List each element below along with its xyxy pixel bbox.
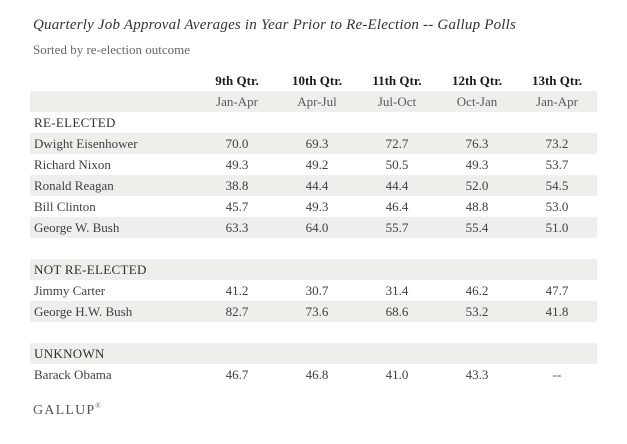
approval-value: 43.3 — [465, 367, 489, 382]
column-subheader-row: Jan-Apr Apr-Jul Jul-Oct Oct-Jan Jan-Apr — [30, 91, 597, 112]
section-spacer-row — [30, 238, 597, 259]
column-subheader: Jan-Apr — [536, 94, 578, 109]
table-row: Bill Clinton 45.7 49.3 46.4 48.8 53.0 — [30, 196, 597, 217]
approval-value: 46.8 — [305, 367, 329, 382]
table-row: George H.W. Bush 82.7 73.6 68.6 53.2 41.8 — [30, 301, 597, 322]
empty-cell — [517, 343, 597, 364]
president-name: Bill Clinton — [34, 199, 96, 214]
empty-cell — [437, 259, 517, 280]
section-header-row: NOT RE-ELECTED — [30, 259, 597, 280]
empty-cell — [197, 112, 277, 133]
approval-value: 49.3 — [225, 157, 249, 172]
president-name: Barack Obama — [34, 367, 112, 382]
registered-trademark-icon: ® — [95, 402, 101, 410]
approval-table: 9th Qtr. 10th Qtr. 11th Qtr. 12th Qtr. 13th … — [30, 70, 597, 385]
president-name: George W. Bush — [34, 220, 120, 235]
section-label: UNKNOWN — [34, 346, 105, 361]
empty-cell — [277, 343, 357, 364]
approval-value: 55.4 — [465, 220, 489, 235]
approval-value: 54.5 — [545, 178, 569, 193]
approval-value: 73.2 — [545, 136, 569, 151]
approval-value: 49.3 — [465, 157, 489, 172]
table-row: Jimmy Carter 41.2 30.7 31.4 46.2 47.7 — [30, 280, 597, 301]
column-subheader: Jan-Apr — [216, 94, 258, 109]
approval-value: 46.4 — [385, 199, 409, 214]
empty-cell — [437, 112, 517, 133]
president-name: Jimmy Carter — [34, 283, 106, 298]
column-header: 9th Qtr. — [215, 73, 259, 88]
president-name: Ronald Reagan — [34, 178, 114, 193]
president-name: Richard Nixon — [34, 157, 111, 172]
approval-value: 64.0 — [305, 220, 329, 235]
approval-value: 41.0 — [385, 367, 409, 382]
approval-value: 38.8 — [225, 178, 249, 193]
table-row: Barack Obama 46.7 46.8 41.0 43.3 -- — [30, 364, 597, 385]
section-label: RE-ELECTED — [34, 115, 116, 130]
section-spacer-row — [30, 322, 597, 343]
table-row: George W. Bush 63.3 64.0 55.7 55.4 51.0 — [30, 217, 597, 238]
approval-value: 72.7 — [385, 136, 409, 151]
approval-value: 48.8 — [465, 199, 489, 214]
empty-cell — [197, 343, 277, 364]
approval-value: 69.3 — [305, 136, 329, 151]
empty-cell — [437, 343, 517, 364]
column-subheader: Oct-Jan — [456, 94, 498, 109]
approval-value: 31.4 — [385, 283, 409, 298]
approval-value: 50.5 — [385, 157, 409, 172]
page-subtitle: Sorted by re-election outcome — [33, 42, 191, 57]
approval-value: 68.6 — [385, 304, 409, 319]
approval-value: 63.3 — [225, 220, 249, 235]
approval-value: 51.0 — [545, 220, 569, 235]
empty-cell — [357, 343, 437, 364]
section-header-row: UNKNOWN — [30, 343, 597, 364]
table-row: Dwight Eisenhower 70.0 69.3 72.7 76.3 73.2 — [30, 133, 597, 154]
president-name: Dwight Eisenhower — [34, 136, 138, 151]
table-row: Ronald Reagan 38.8 44.4 44.4 52.0 54.5 — [30, 175, 597, 196]
approval-value: 49.3 — [305, 199, 329, 214]
table-row: Richard Nixon 49.3 49.2 50.5 49.3 53.7 — [30, 154, 597, 175]
approval-value: 53.7 — [545, 157, 569, 172]
approval-value: 52.0 — [465, 178, 489, 193]
section-label: NOT RE-ELECTED — [34, 262, 147, 277]
column-header: 10th Qtr. — [291, 73, 343, 88]
column-header: 11th Qtr. — [372, 73, 422, 88]
approval-value: 73.6 — [305, 304, 329, 319]
column-header-spacer — [30, 70, 197, 91]
page-title: Quarterly Job Approval Averages in Year … — [33, 17, 517, 33]
approval-value: 41.8 — [545, 304, 569, 319]
approval-value: -- — [552, 367, 562, 382]
approval-value: 53.2 — [465, 304, 489, 319]
approval-value: 41.2 — [225, 283, 249, 298]
column-header: 12th Qtr. — [451, 73, 503, 88]
empty-cell — [357, 112, 437, 133]
approval-value: 76.3 — [465, 136, 489, 151]
approval-value: 47.7 — [545, 283, 569, 298]
empty-cell — [197, 259, 277, 280]
approval-value: 53.0 — [545, 199, 569, 214]
approval-value: 49.2 — [305, 157, 329, 172]
empty-cell — [357, 259, 437, 280]
approval-value: 46.7 — [225, 367, 249, 382]
approval-value: 45.7 — [225, 199, 249, 214]
approval-value: 30.7 — [305, 283, 329, 298]
column-subheader: Apr-Jul — [297, 94, 337, 109]
gallup-logo: GALLUP® — [33, 402, 627, 419]
column-subheader-spacer — [30, 91, 197, 112]
section-header-row: RE-ELECTED — [30, 112, 597, 133]
column-subheader: Jul-Oct — [377, 94, 417, 109]
approval-value: 55.7 — [385, 220, 409, 235]
approval-value: 44.4 — [305, 178, 329, 193]
approval-value: 82.7 — [225, 304, 249, 319]
approval-value: 70.0 — [225, 136, 249, 151]
empty-cell — [517, 112, 597, 133]
column-header-row: 9th Qtr. 10th Qtr. 11th Qtr. 12th Qtr. 13th … — [30, 70, 597, 91]
column-header: 13th Qtr. — [531, 73, 583, 88]
empty-cell — [277, 259, 357, 280]
empty-cell — [277, 112, 357, 133]
approval-value: 46.2 — [465, 283, 489, 298]
empty-cell — [517, 259, 597, 280]
president-name: George H.W. Bush — [34, 304, 133, 319]
gallup-wordmark: GALLUP — [33, 403, 96, 418]
approval-value: 44.4 — [385, 178, 409, 193]
